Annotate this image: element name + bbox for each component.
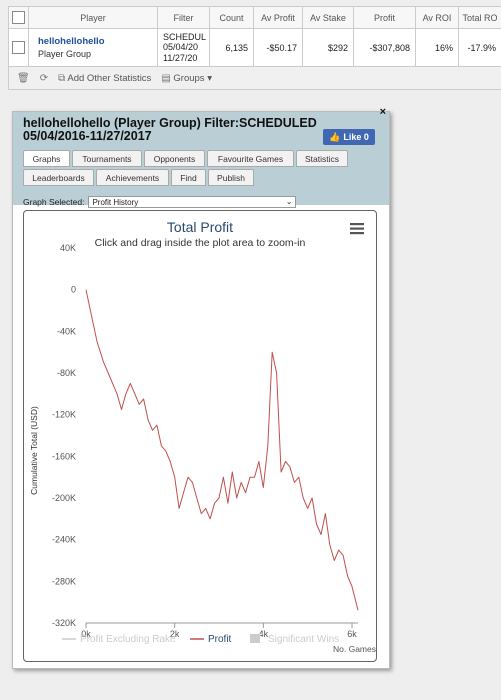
row-select-cell[interactable] (9, 29, 29, 66)
filter-line: 11/27/20 (163, 52, 198, 63)
chart-menu-bar (350, 223, 364, 226)
player-name-link[interactable]: hellohellohello (38, 36, 105, 47)
y-tick-label: 40K (60, 243, 76, 253)
chart-subtitle: Click and drag inside the plot area to z… (95, 237, 306, 249)
facebook-like-button[interactable]: 👍 Like 0 (323, 129, 375, 145)
graph-select-dropdown[interactable]: Profit History ⌄ (88, 196, 297, 208)
chart-title: Total Profit (167, 219, 233, 235)
series-group (85, 289, 359, 611)
groups-dropdown[interactable]: ▤ Groups ▾ (161, 73, 212, 84)
x-axis: 0k 2k 4k 6k (81, 622, 358, 639)
tab-find[interactable]: Find (171, 169, 206, 186)
chart-container[interactable]: Total Profit Click and drag inside the p… (23, 210, 377, 662)
x-axis-label: No. Games (333, 644, 376, 654)
y-axis-label: Cumulative Total (USD) (29, 406, 39, 495)
y-tick-label: -200K (52, 493, 76, 503)
col-header-profit[interactable]: Profit (354, 7, 416, 28)
profit-value: -$307,808 (354, 29, 416, 66)
graph-selected-value: Profit History (92, 197, 139, 207)
chevron-down-icon: ▾ (207, 72, 212, 84)
tab-statistics[interactable]: Statistics (296, 150, 348, 167)
add-stats-icon: ⧉ (58, 72, 66, 84)
refresh-icon[interactable]: ⟳ (39, 72, 49, 84)
player-detail-panel: hellohellohello (Player Group) Filter:SC… (12, 106, 390, 669)
player-type-label: Player Group (38, 49, 92, 59)
av-stake-value: $292 (303, 29, 354, 66)
tab-publish[interactable]: Publish (208, 169, 254, 186)
col-header-av-profit[interactable]: Av Profit (254, 7, 303, 28)
count-value: 6,135 (210, 29, 254, 66)
groups-label: Groups (173, 72, 205, 84)
tab-graphs[interactable]: Graphs (23, 150, 70, 167)
player-cell: hellohellohello Player Group (29, 29, 158, 66)
y-tick-label: -160K (52, 451, 76, 461)
y-axis: 40K 0 -40K -80K -120K -160K -200K -240K -280K -32… (52, 243, 76, 628)
graph-select-row: Graph Selected: Profit History ⌄ (23, 196, 297, 208)
legend-item-label: Profit Excluding Rake (80, 634, 176, 645)
statistics-table: Player Filter Count Av Profit Av Stake P… (8, 6, 501, 90)
chart-menu-bar (350, 232, 364, 235)
row-checkbox[interactable] (12, 41, 25, 54)
filter-cell: SCHEDUL 05/04/20 11/27/20 (158, 29, 210, 66)
filter-line: SCHEDUL (163, 31, 207, 42)
tab-leaderboards[interactable]: Leaderboards (23, 169, 94, 186)
add-statistics-button[interactable]: ⧉ Add Other Statistics (58, 73, 151, 84)
x-tick-label: 4k (259, 629, 269, 639)
select-all-checkbox[interactable] (12, 11, 25, 24)
y-tick-label: 0 (71, 285, 76, 295)
select-all-cell[interactable] (9, 7, 29, 28)
graph-selected-label: Graph Selected: (23, 197, 85, 207)
tab-achievements[interactable]: Achievements (96, 169, 169, 186)
groups-icon: ▤ (161, 72, 171, 84)
panel-header: hellohellohello (Player Group) Filter:SC… (13, 106, 389, 205)
x-tick-label: 0k (81, 629, 91, 639)
chart-menu-icon[interactable] (350, 223, 364, 235)
table-toolbar: 🗑 ⟳ ⧉ Add Other Statistics ▤ Groups ▾ (9, 67, 501, 89)
y-tick-label: -240K (52, 535, 76, 545)
panel-title: hellohellohello (Player Group) Filter:SC… (23, 116, 317, 143)
add-statistics-label: Add Other Statistics (67, 72, 152, 84)
av-roi-value: 16% (416, 29, 459, 66)
y-tick-label: -120K (52, 410, 76, 420)
thumbs-up-icon: 👍 (329, 131, 341, 142)
legend-item-label: Profit (208, 634, 232, 645)
like-label: Like 0 (343, 132, 369, 142)
x-tick-label: 2k (170, 629, 180, 639)
x-tick-label: 6k (347, 629, 357, 639)
col-header-player[interactable]: Player (29, 7, 158, 28)
legend-item-label: Significant Wins (268, 634, 339, 645)
col-header-av-stake[interactable]: Av Stake (303, 7, 354, 28)
col-header-total-roi[interactable]: Total RO (459, 7, 501, 28)
close-icon[interactable]: × (379, 106, 386, 118)
filter-line: 05/04/20 (163, 42, 199, 53)
tab-favourite-games[interactable]: Favourite Games (207, 150, 294, 167)
y-tick-label: -80K (57, 368, 76, 378)
tab-opponents[interactable]: Opponents (144, 150, 205, 167)
tab-tournaments[interactable]: Tournaments (72, 150, 142, 167)
col-header-filter[interactable]: Filter (158, 7, 210, 28)
col-header-count[interactable]: Count (210, 7, 254, 28)
y-tick-label: -280K (52, 576, 76, 586)
legend-swatch (250, 634, 260, 643)
total-roi-value: -17.9% (459, 29, 501, 66)
chevron-down-icon: ⌄ (285, 197, 293, 206)
y-tick-label: -40K (57, 326, 76, 336)
table-header-row: Player Filter Count Av Profit Av Stake P… (9, 7, 501, 29)
col-header-av-roi[interactable]: Av ROI (416, 7, 459, 28)
av-profit-value: -$50.17 (254, 29, 303, 66)
series-line-profit (85, 289, 359, 611)
y-tick-label: -320K (52, 618, 76, 628)
profit-chart[interactable]: Total Profit Click and drag inside the p… (24, 211, 376, 661)
chart-legend: Profit Excluding Rake Profit Significant W… (62, 634, 339, 645)
table-row[interactable]: hellohellohello Player Group SCHEDUL 05/… (9, 29, 501, 67)
chart-menu-bar (350, 227, 364, 230)
trash-icon[interactable]: 🗑 (17, 72, 30, 84)
